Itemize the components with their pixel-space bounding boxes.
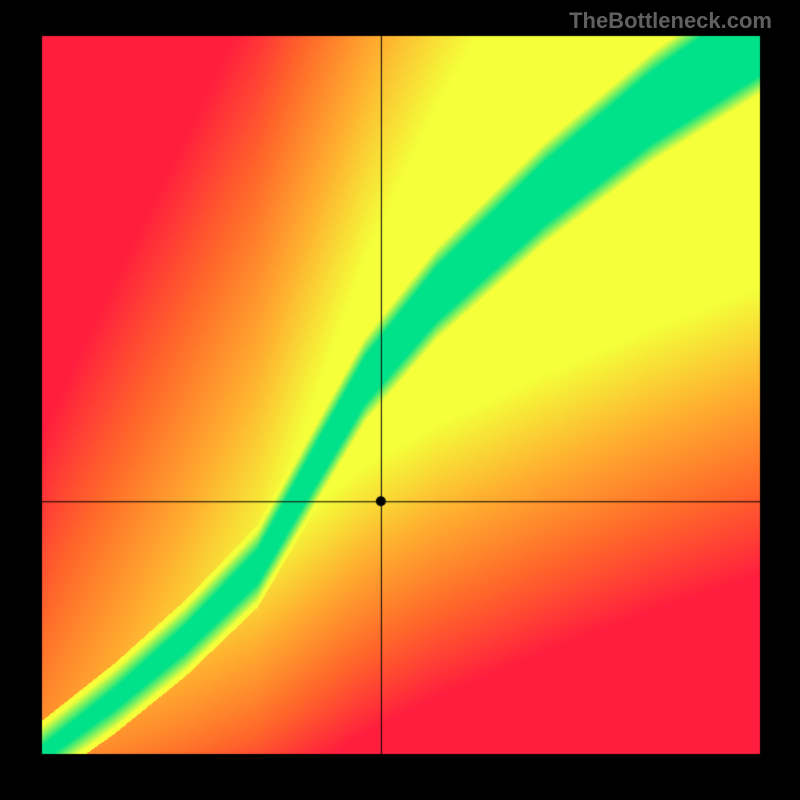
chart-container: TheBottleneck.com [0,0,800,800]
watermark-text: TheBottleneck.com [569,8,772,34]
bottleneck-heatmap [0,0,800,800]
